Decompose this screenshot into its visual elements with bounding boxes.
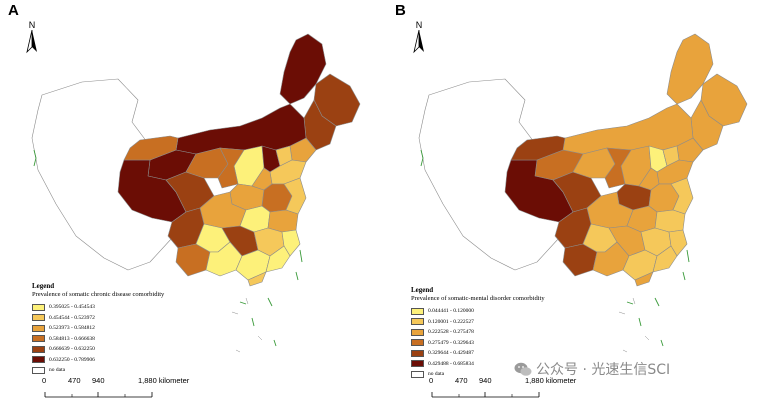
legend-item: 0.523973 - 0.584812: [32, 323, 164, 334]
legend-b: Legend Prevalence of somatic-mental diso…: [411, 286, 545, 380]
province: [604, 147, 632, 189]
legend-label: 0.120001 - 0.222527: [428, 318, 474, 325]
scale-bar-graphic: [431, 392, 540, 398]
legend-item-nodata: no data: [411, 369, 545, 380]
choropleth-map-b: [418, 33, 748, 353]
legend-swatch: [411, 370, 424, 378]
scale-bar-a: 0 470 940 1,880 kilometer: [42, 376, 224, 404]
province: [510, 135, 566, 161]
legend-label: 0.044441 - 0.120000: [428, 308, 474, 315]
legend-swatch: [411, 328, 424, 336]
legend-item: 0.275479 - 0.329643: [411, 338, 545, 349]
scale-bar-graphic: [44, 392, 153, 398]
legend-label: no data: [428, 371, 445, 378]
province: [638, 167, 660, 191]
province: [217, 147, 245, 189]
legend-swatch: [32, 345, 45, 353]
watermark-text: 公众号 · 光速生信SCI: [536, 362, 671, 378]
scale-tick-label: 0: [429, 376, 434, 385]
legend-swatch: [411, 307, 424, 315]
legend-label: 0.454544 - 0.523972: [49, 314, 95, 321]
north-arrow: N: [409, 20, 429, 54]
legend-item: 0.454544 - 0.523972: [32, 313, 164, 324]
panel-letter: A: [8, 2, 19, 19]
legend-swatch: [411, 339, 424, 347]
legend-title: Legend: [411, 286, 434, 294]
scale-labels: 0 470 940 1,880 kilometer: [42, 376, 224, 386]
province: [279, 33, 327, 105]
choropleth-map-a: [31, 33, 361, 353]
province: [668, 229, 688, 257]
legend-label: 0.395025 - 0.454543: [49, 304, 95, 311]
legend-swatch: [411, 349, 424, 357]
legend-label: 0.429488 - 0.685834: [428, 360, 474, 367]
province: [562, 103, 694, 155]
legend-item: 0.120001 - 0.222527: [411, 317, 545, 328]
legend-item: 0.395025 - 0.454543: [32, 302, 164, 313]
legend-label: 0.584813 - 0.666638: [49, 335, 95, 342]
legend-item: 0.222528 - 0.275478: [411, 327, 545, 338]
north-arrow: N: [22, 20, 42, 54]
province: [251, 167, 273, 191]
legend-label: no data: [49, 367, 66, 374]
legend-label: 0.329644 - 0.429487: [428, 350, 474, 357]
province: [654, 209, 686, 233]
legend-item: 0.044441 - 0.120000: [411, 306, 545, 317]
province: [634, 271, 654, 287]
legend-swatch: [411, 318, 424, 326]
scale-tick-label: 940: [92, 376, 105, 385]
legend-label: 0.275479 - 0.329643: [428, 339, 474, 346]
scale-labels: 0 470 940 1,880 kilometer: [429, 376, 611, 386]
province: [205, 241, 243, 277]
legend-item: 0.666639 - 0.632250: [32, 344, 164, 355]
province: [666, 33, 714, 105]
map-panel-a: A N: [0, 0, 386, 401]
legend-swatch: [32, 314, 45, 322]
province: [175, 103, 307, 155]
province: [652, 245, 678, 273]
scale-tick-label: 1,880 kilometer: [138, 376, 190, 385]
legend-item: 0.329644 - 0.429487: [411, 348, 545, 359]
legend-swatch: [411, 360, 424, 368]
legend-subtitle: Prevalence of somatic chronic disease co…: [32, 291, 165, 298]
province: [123, 135, 179, 161]
north-label: N: [28, 20, 36, 30]
legend-swatch: [32, 335, 45, 343]
wechat-icon: [514, 362, 532, 376]
legend-subtitle: Prevalence of somatic-mental disorder co…: [411, 295, 545, 302]
province: [592, 241, 630, 277]
legend-label: 0.632250 - 0.789906: [49, 356, 95, 363]
north-label: N: [415, 20, 423, 30]
legend-item-nodata: no data: [32, 365, 164, 376]
scale-tick-label: 1,880 kilometer: [525, 376, 577, 385]
watermark: 公众号 · 光速生信SCI: [514, 359, 670, 379]
legend-item: 0.584813 - 0.666638: [32, 334, 164, 345]
legend-label: 0.523973 - 0.584812: [49, 325, 95, 332]
map-panel-b: B N: [387, 0, 773, 401]
legend-item: 0.429488 - 0.685834: [411, 359, 545, 370]
legend-swatch: [32, 303, 45, 311]
legend-title: Legend: [32, 282, 55, 290]
legend-label: 0.666639 - 0.632250: [49, 346, 95, 353]
legend-swatch: [32, 356, 45, 364]
north-arrow-icon: [26, 30, 37, 54]
north-arrow-icon: [413, 30, 424, 54]
legend-a: Legend Prevalence of somatic chronic dis…: [32, 282, 164, 376]
province: [247, 271, 267, 287]
scale-bar-b: 0 470 940 1,880 kilometer: [429, 376, 611, 404]
legend-label: 0.222528 - 0.275478: [428, 329, 474, 336]
scale-tick-label: 0: [42, 376, 47, 385]
legend-swatch: [32, 324, 45, 332]
legend-item: 0.632250 - 0.789906: [32, 355, 164, 366]
province: [267, 209, 299, 233]
legend-swatch: [32, 366, 45, 374]
scale-tick-label: 470: [68, 376, 81, 385]
scale-tick-label: 470: [455, 376, 468, 385]
scale-tick-label: 940: [479, 376, 492, 385]
province: [281, 229, 301, 257]
panel-letter: B: [395, 2, 406, 19]
province: [265, 245, 291, 273]
